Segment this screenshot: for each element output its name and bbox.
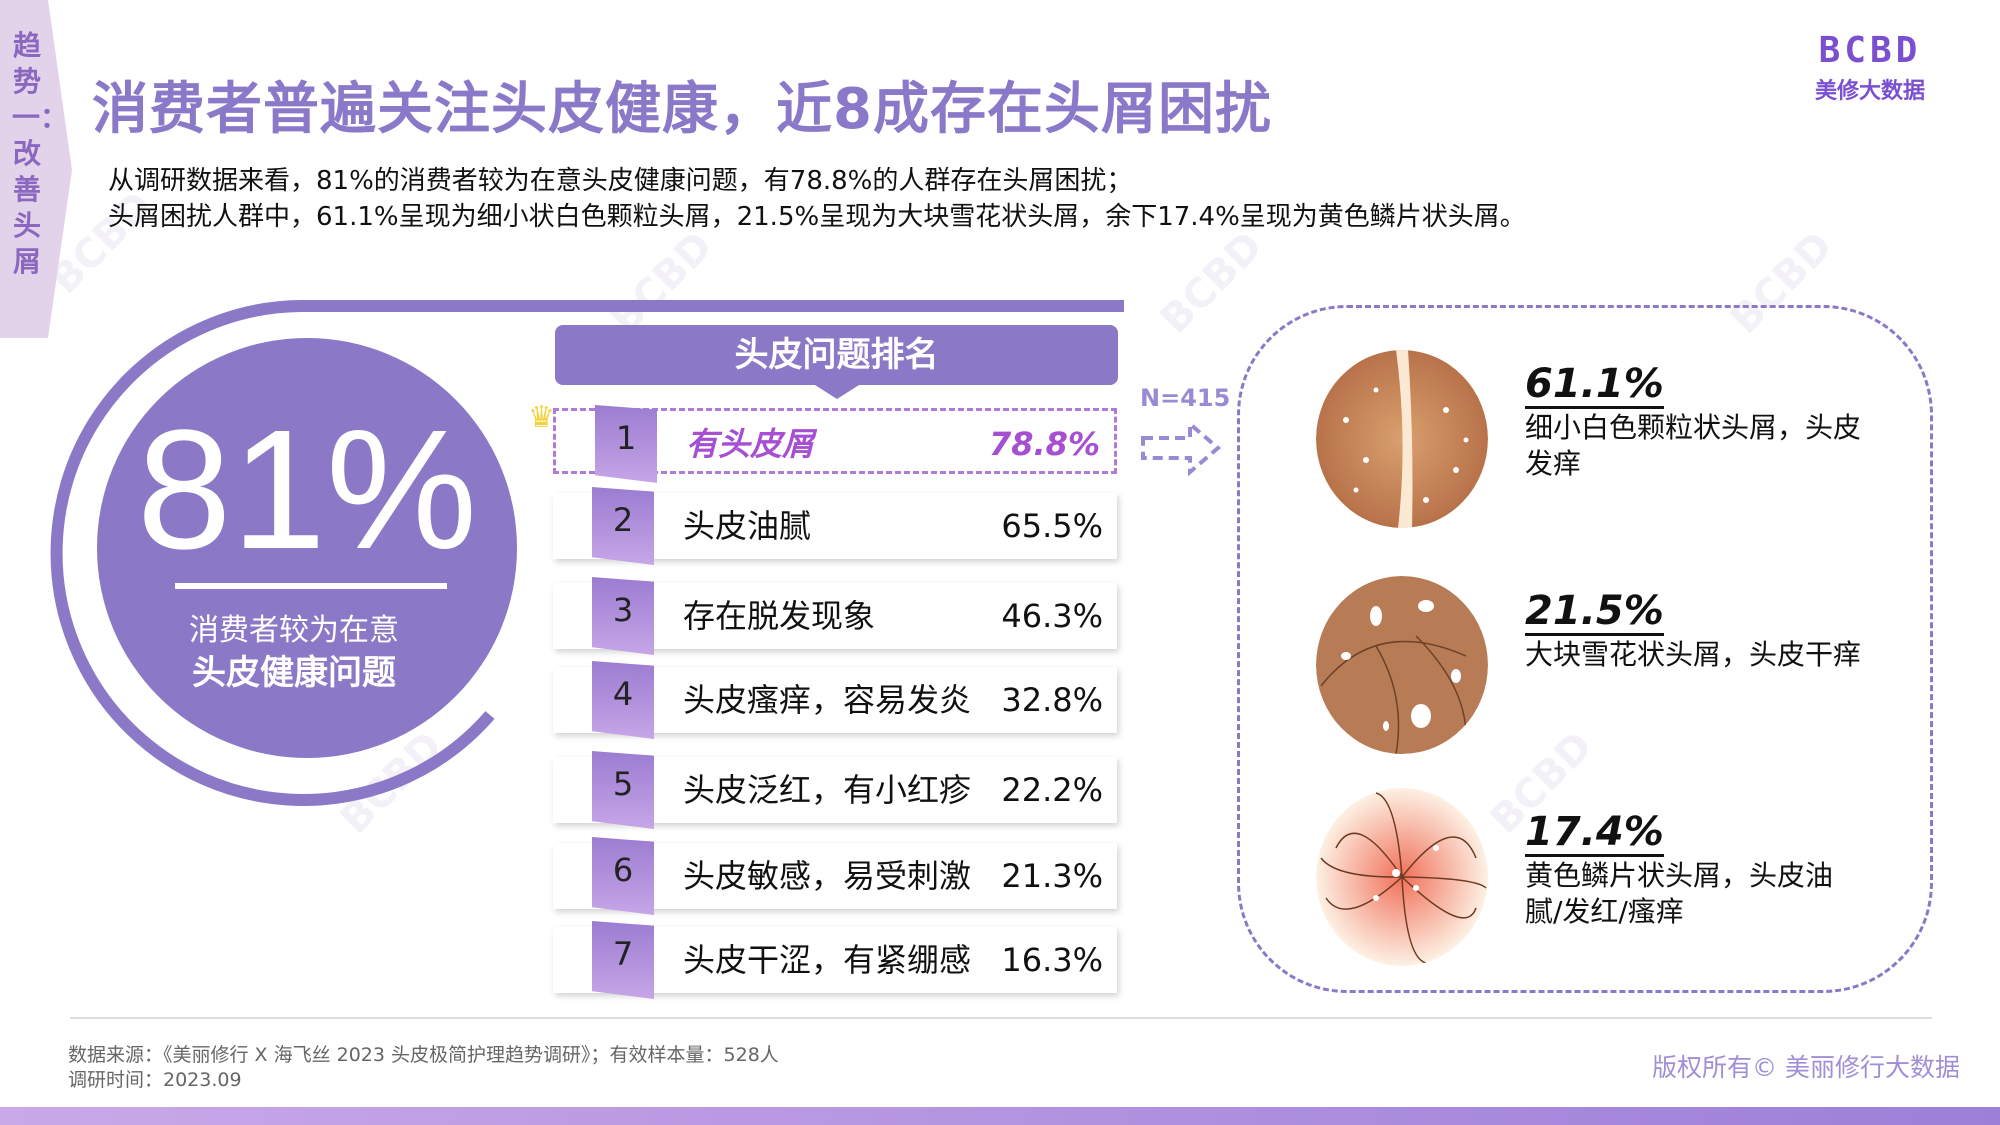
copyright: 版权所有© 美丽修行大数据	[1652, 1053, 1960, 1082]
rank-value: 65.5%	[1001, 507, 1103, 545]
intro-line-2: 头屑困扰人群中，61.1%呈现为细小状白色颗粒头屑，21.5%呈现为大块雪花状头…	[108, 202, 1526, 232]
hero-caption-1: 消费者较为在意	[189, 613, 399, 648]
type-value: 61.1%	[1525, 361, 1664, 409]
ring-arc	[50, 300, 495, 806]
hero-value: 81%	[136, 395, 478, 585]
rank-value: 21.3%	[1001, 857, 1103, 895]
rank-number: 7	[592, 921, 654, 999]
ranking-row: 3 存在脱发现象 46.3%	[553, 577, 1117, 655]
ranking-row: 6 头皮敏感，易受刺激 21.3%	[553, 837, 1117, 915]
rank-label: 存在脱发现象	[683, 597, 876, 635]
type-desc: 细小白色颗粒状头屑，头皮发痒	[1525, 411, 1862, 480]
rank-number: 1	[595, 405, 657, 483]
footer-date: 调研时间：2023.09	[68, 1069, 242, 1091]
rank-number: 6	[592, 837, 654, 915]
hero-circle	[97, 338, 517, 758]
bottom-bar	[0, 1107, 2000, 1125]
rank-label: 头皮泛红，有小红疹	[683, 771, 972, 809]
logo-mark: BCBD	[1818, 30, 1922, 71]
ranking-row: 5 头皮泛红，有小红疹 22.2%	[553, 751, 1117, 829]
type-value: 17.4%	[1525, 809, 1664, 857]
rank-value: 16.3%	[1001, 941, 1103, 979]
divider	[70, 1017, 1932, 1019]
ranking-row: 4 头皮瘙痒，容易发炎 32.8%	[553, 661, 1117, 739]
rank-number: 4	[592, 661, 654, 739]
watermark: BCBD	[1151, 223, 1272, 343]
logo: BCBD 美修大数据	[1795, 30, 1945, 105]
sample-size: N=415	[1140, 384, 1231, 412]
ranking-title: 头皮问题排名	[555, 325, 1118, 399]
rank-value: 46.3%	[1001, 597, 1103, 635]
footer-source: 数据来源：《美丽修行 X 海飞丝 2023 头皮极简护理趋势调研》；有效样本量：…	[68, 1044, 779, 1066]
intro-line-1: 从调研数据来看，81%的消费者较为在意头皮健康问题，有78.8%的人群存在头屑困…	[108, 166, 1133, 196]
rank-number: 3	[592, 577, 654, 655]
rank-label: 头皮瘙痒，容易发炎	[683, 681, 972, 719]
rank-label: 有头皮屑	[686, 425, 815, 463]
rank-value: 78.8%	[988, 425, 1100, 463]
scaly-dandruff-image	[1316, 788, 1488, 966]
crown-icon: ♛	[528, 400, 555, 435]
hero-ring	[50, 300, 495, 806]
rank-value: 32.8%	[1001, 681, 1103, 719]
type-desc: 黄色鳞片状头屑，头皮油腻/发红/瘙痒	[1525, 859, 1834, 928]
ranking-row: 7 头皮干涩，有紧绷感 16.3%	[553, 921, 1117, 999]
hero-underline	[175, 583, 447, 589]
arrow-right-icon	[1141, 419, 1222, 477]
top-bar	[300, 300, 1124, 312]
rank-label: 头皮干涩，有紧绷感	[683, 941, 972, 979]
rank-value: 22.2%	[1001, 771, 1103, 809]
type-value: 21.5%	[1525, 588, 1664, 636]
rank-label: 头皮敏感，易受刺激	[683, 857, 972, 895]
dandruff-types-panel	[1237, 305, 1933, 993]
hero-caption-2: 头皮健康问题	[192, 653, 396, 693]
ranking-row: 1 有头皮屑 78.8%	[553, 405, 1117, 483]
page-title: 消费者普遍关注头皮健康，近8成存在头屑困扰	[92, 77, 1272, 142]
logo-name: 美修大数据	[1814, 79, 1925, 104]
snowflake-dandruff-image	[1316, 576, 1488, 754]
ranking-row: 2 头皮油腻 65.5%	[553, 487, 1117, 565]
rank-number: 5	[592, 751, 654, 829]
rank-label: 头皮油腻	[683, 507, 812, 545]
rank-number: 2	[592, 487, 654, 565]
fine-dandruff-image	[1316, 350, 1488, 528]
type-desc: 大块雪花状头屑，头皮干痒	[1525, 638, 1862, 671]
